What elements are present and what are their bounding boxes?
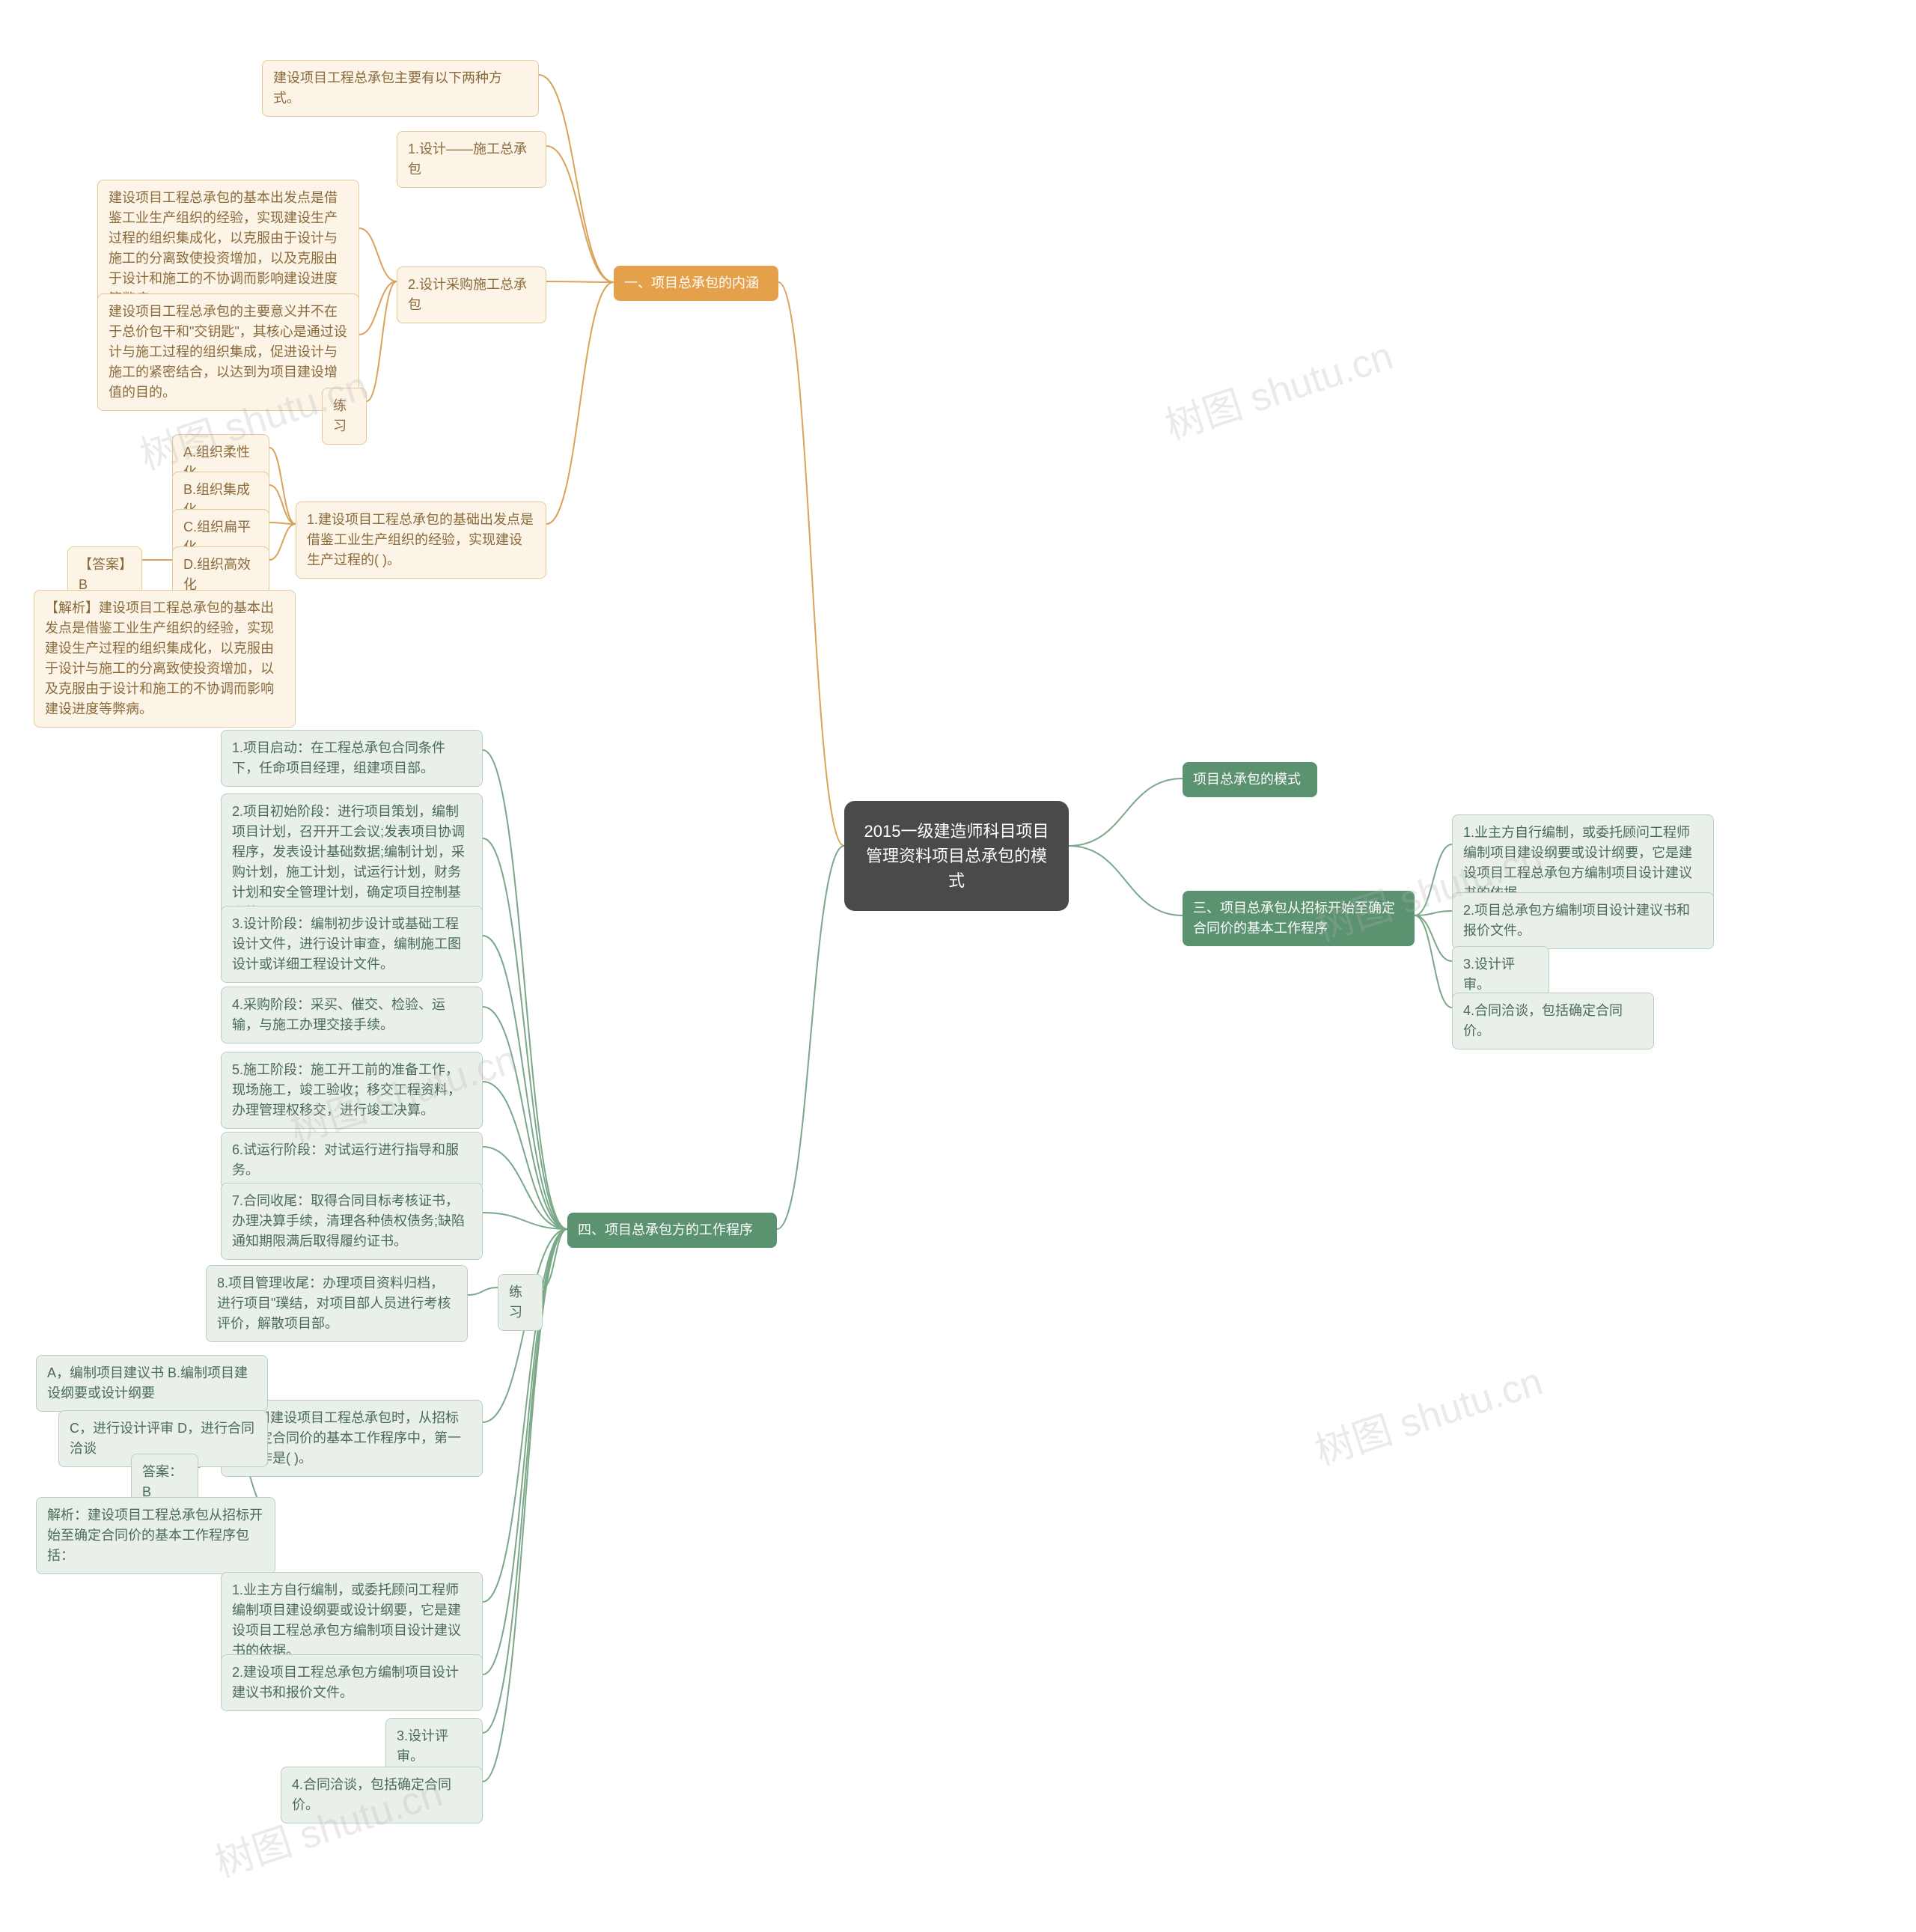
node-b2[interactable]: 项目总承包的模式 xyxy=(1183,762,1317,797)
connector xyxy=(269,522,296,524)
node-b1c2[interactable]: 1.设计——施工总承包 xyxy=(397,131,546,188)
node-b3c2[interactable]: 2.项目总承包方编制项目设计建议书和报价文件。 xyxy=(1452,892,1714,949)
connector xyxy=(1069,846,1183,915)
connector xyxy=(483,1213,567,1229)
connector xyxy=(777,846,844,1229)
node-b4[interactable]: 四、项目总承包方的工作程序 xyxy=(567,1213,777,1248)
root-node[interactable]: 2015一级建造师科目项目管理资料项目总承包的模式 xyxy=(844,801,1069,911)
node-b4c9a[interactable]: A，编制项目建议书 B.编制项目建设纲要或设计纲要 xyxy=(36,1355,268,1412)
connector xyxy=(1415,844,1452,915)
connector xyxy=(483,1147,567,1229)
watermark: 树图 shutu.cn xyxy=(1157,324,1399,451)
node-b1c4d2[interactable]: 【解析】建设项目工程总承包的基本出发点是借鉴工业生产组织的经验，实现建设生产过程… xyxy=(34,590,296,728)
connector xyxy=(269,485,296,524)
connector xyxy=(1415,915,1452,961)
connector xyxy=(483,750,567,1229)
node-b1c4[interactable]: 1.建设项目工程总承包的基础出发点是借鉴工业生产组织的经验，实现建设生产过程的(… xyxy=(296,502,546,579)
node-b4c1[interactable]: 1.项目启动：在工程总承包合同条件下，任命项目经理，组建项目部。 xyxy=(221,730,483,787)
connector xyxy=(546,281,614,282)
node-b3[interactable]: 三、项目总承包从招标开始至确定合同价的基本工作程序 xyxy=(1183,891,1415,946)
connector xyxy=(1415,911,1452,915)
node-b4c9d[interactable]: 解析：建设项目工程总承包从招标开始至确定合同价的基本工作程序包括： xyxy=(36,1497,275,1574)
node-b4c7[interactable]: 7.合同收尾：取得合同目标考核证书，办理决算手续，清理各种债权债务;缺陷通知期限… xyxy=(221,1183,483,1260)
node-b1c3c[interactable]: 练习 xyxy=(322,388,367,445)
node-b4c5[interactable]: 5.施工阶段：施工开工前的准备工作，现场施工，竣工验收；移交工程资料，办理管理权… xyxy=(221,1052,483,1129)
connector xyxy=(359,228,397,281)
connector xyxy=(546,146,614,282)
connector xyxy=(1415,915,1452,1008)
connector xyxy=(483,1082,567,1229)
node-b1[interactable]: 一、项目总承包的内涵 xyxy=(614,266,778,301)
connector xyxy=(269,524,296,560)
connector xyxy=(269,448,296,524)
connector xyxy=(1069,778,1183,846)
node-b4c13[interactable]: 4.合同洽谈，包括确定合同价。 xyxy=(281,1767,483,1823)
connector xyxy=(483,936,567,1229)
connector xyxy=(539,75,614,282)
connector xyxy=(483,838,567,1229)
connector xyxy=(483,1007,567,1229)
node-b4c4[interactable]: 4.采购阶段：采买、催交、检验、运输，与施工办理交接手续。 xyxy=(221,987,483,1043)
node-b1c1[interactable]: 建设项目工程总承包主要有以下两种方式。 xyxy=(262,60,539,117)
watermark: 树图 shutu.cn xyxy=(1307,1350,1549,1476)
node-b1c3[interactable]: 2.设计采购施工总承包 xyxy=(397,266,546,323)
node-b4c8a[interactable]: 8.项目管理收尾：办理项目资料归档，进行项目"璞结，对项目部人员进行考核评价，解… xyxy=(206,1265,468,1342)
node-b4c6[interactable]: 6.试运行阶段：对试运行进行指导和服务。 xyxy=(221,1132,483,1189)
connector xyxy=(367,281,397,401)
node-b3c4[interactable]: 4.合同洽谈，包括确定合同价。 xyxy=(1452,993,1654,1049)
node-b4c3[interactable]: 3.设计阶段：编制初步设计或基础工程设计文件，进行设计审查，编制施工图设计或详细… xyxy=(221,906,483,983)
connector xyxy=(468,1288,498,1295)
node-b1c3b[interactable]: 建设项目工程总承包的主要意义并不在于总价包干和"交钥匙"，其核心是通过设计与施工… xyxy=(97,293,359,411)
connector xyxy=(778,282,844,846)
connector xyxy=(543,1229,567,1288)
connector xyxy=(546,282,614,524)
node-b4c8[interactable]: 练习 xyxy=(498,1274,543,1331)
node-b4c11[interactable]: 2.建设项目工程总承包方编制项目设计建议书和报价文件。 xyxy=(221,1654,483,1711)
connector xyxy=(359,281,397,335)
